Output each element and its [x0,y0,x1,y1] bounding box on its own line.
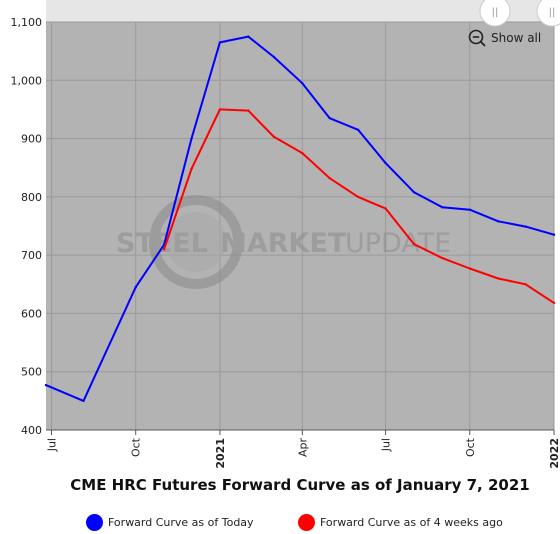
watermark-logo-ring [149,195,243,289]
data-point-today [356,128,360,132]
y-tick-label: 500 [21,366,42,379]
x-axis: Jul Oct 2021 Apr Jul Oct 2022 [45,430,560,469]
data-point-4-weeks-ago [552,301,556,305]
show-all-label: Show all [491,31,542,45]
x-tick-label: 2022 [548,438,560,469]
data-point-4-weeks-ago [441,256,444,260]
navigator-grip-left: || [492,7,499,18]
x-tick-label: Jul [45,438,58,452]
data-point-4-weeks-ago [272,135,276,139]
data-point-today [468,208,471,211]
data-point-today [412,190,416,194]
legend-label-today: Forward Curve as of Today [108,516,254,529]
y-tick-label: 900 [21,133,42,146]
navigator-strip[interactable] [46,0,560,22]
data-point-4-weeks-ago [468,267,471,270]
x-tick-label: 2021 [214,438,227,469]
data-point-4-weeks-ago [524,283,527,286]
series-layer [44,35,556,403]
data-point-today [272,55,276,59]
watermark: STEEL MARKET UPDATE [116,195,451,289]
data-point-4-weeks-ago [328,177,331,180]
data-point-4-weeks-ago [190,167,193,171]
y-tick-label: 700 [21,249,42,262]
data-point-4-weeks-ago [162,248,166,251]
series-line-today [45,35,555,402]
y-tick-label: 1,000 [11,74,43,87]
x-tick-label: Oct [464,437,477,457]
watermark-logo-inner [166,212,226,272]
data-point-today [328,116,331,120]
y-tick-label: 400 [21,424,42,437]
chart-title: CME HRC Futures Forward Curve as of Janu… [70,476,530,494]
data-point-today [44,383,48,387]
show-all-button[interactable]: Show all [468,29,541,47]
data-point-today [441,206,444,209]
navigator-grip-right: || [549,7,556,18]
data-point-4-weeks-ago [356,195,360,199]
x-tick-label: Jul [380,438,393,452]
data-point-today [247,35,250,38]
legend-item-today[interactable]: Forward Curve as of Today [86,514,254,531]
data-point-4-weeks-ago [384,207,387,210]
y-tick-label: 1,100 [11,16,43,29]
data-point-today [218,41,222,44]
plot-area [46,22,554,430]
data-point-today [384,161,387,165]
legend-item-4-weeks-ago[interactable]: Forward Curve as of 4 weeks ago [298,514,503,531]
data-point-today [301,82,304,85]
x-tick-label: Apr [296,438,309,458]
y-tick-label: 800 [21,191,42,204]
chart: STEEL MARKET UPDATE 400 500 600 700 800 900 1,… [11,0,560,469]
navigator-handle-right[interactable]: || [536,0,560,27]
data-point-4-weeks-ago [496,277,500,280]
y-axis: 400 500 600 700 800 900 1,000 1,100 [11,16,43,437]
legend-swatch-4-weeks-ago [298,514,315,531]
data-point-today [524,225,527,228]
legend: Forward Curve as of Today Forward Curve … [0,514,560,534]
data-point-4-weeks-ago [218,108,222,111]
legend-label-4-weeks-ago: Forward Curve as of 4 weeks ago [320,516,503,529]
watermark-word-market: MARKET [220,228,347,259]
data-point-4-weeks-ago [247,109,250,112]
zoom-out-icon [468,29,486,47]
x-tick-label: Oct [130,437,143,457]
y-tick-label: 600 [21,307,42,320]
data-point-4-weeks-ago [412,242,416,246]
legend-swatch-today [86,514,103,531]
data-point-today [190,137,193,140]
navigator-handle-left[interactable]: || [479,0,511,27]
data-point-4-weeks-ago [301,151,304,155]
data-point-today [552,233,556,236]
data-point-today [496,220,500,223]
data-point-today [134,286,137,289]
data-point-today [82,399,85,403]
watermark-word-steel: STEEL [116,228,208,259]
